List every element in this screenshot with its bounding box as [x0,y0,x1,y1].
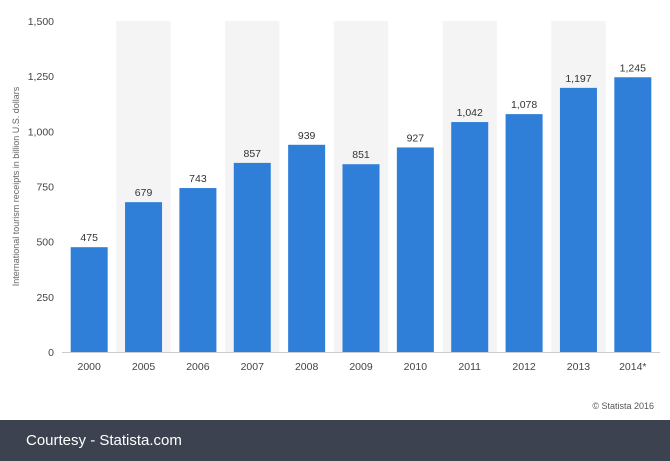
data-label: 1,197 [565,73,591,85]
bar [125,202,163,352]
data-label: 1,245 [620,62,646,74]
data-label: 475 [80,232,98,244]
data-label: 851 [352,149,370,161]
y-tick-label: 750 [36,182,54,194]
data-label: 1,078 [511,99,537,111]
bar [179,188,217,352]
footer-text: Courtesy - Statista.com [26,432,182,449]
x-tick-label: 2000 [78,361,102,373]
y-tick-label: 1,500 [28,16,54,28]
data-label: 743 [189,173,207,185]
bar [505,114,543,352]
x-tick-label: 2006 [186,361,210,373]
y-axis-title: International tourism receipts in billio… [11,86,21,286]
y-tick-label: 0 [48,347,54,359]
x-tick-label: 2008 [295,361,319,373]
x-tick-label: 2009 [349,361,373,373]
data-label: 1,042 [457,107,483,119]
bar-chart: 0 250 500 750 1,000 1,250 1,500 475 679 743 857 93… [11,16,660,411]
x-tick-label: 2005 [132,361,156,373]
bar [559,87,597,352]
bar [451,122,489,352]
data-label: 927 [407,132,425,144]
footer-banner: Courtesy - Statista.com [0,420,670,461]
data-label: 939 [298,130,316,142]
x-tick-label: 2007 [241,361,265,373]
bar [614,77,652,353]
x-tick-label: 2013 [567,361,591,373]
bar [396,147,434,352]
y-tick-label: 500 [36,237,54,249]
x-axis-ticks: 2000 2005 2006 2007 2008 2009 2010 2011 2012 2013… [78,361,647,373]
bar [233,162,271,352]
bar [288,144,326,352]
bar [70,247,108,352]
x-tick-label: 2010 [404,361,428,373]
y-axis-ticks: 0 250 500 750 1,000 1,250 1,500 [28,16,54,359]
statista-credit: © Statista 2016 [592,401,654,411]
data-labels: 475 679 743 857 939 851 927 1,042 1,078 1,197 1,24… [80,62,646,244]
x-tick-label: 2011 [458,361,481,373]
data-label: 857 [244,148,262,160]
y-tick-label: 250 [36,292,54,304]
y-tick-label: 1,250 [28,71,54,83]
x-tick-label: 2014* [619,361,646,373]
bar [342,164,380,352]
y-tick-label: 1,000 [28,126,54,138]
chart-area: 0 250 500 750 1,000 1,250 1,500 475 679 743 857 93… [11,16,660,411]
x-tick-label: 2012 [512,361,536,373]
data-label: 679 [135,187,153,199]
bars [70,77,652,353]
